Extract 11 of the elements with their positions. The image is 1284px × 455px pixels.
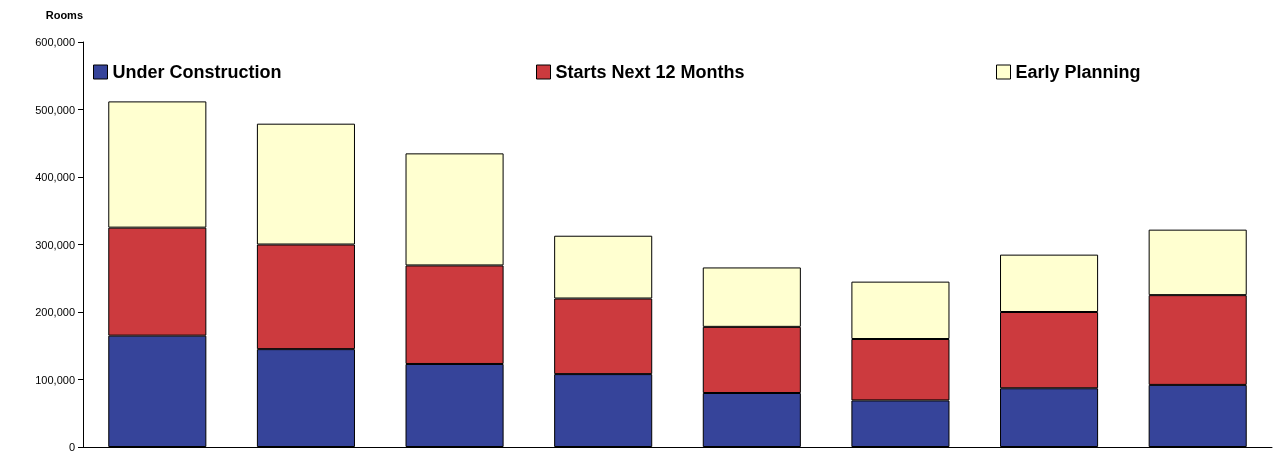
y-tick-label: 200,000 bbox=[35, 306, 75, 318]
y-tick-label: 100,000 bbox=[35, 373, 75, 386]
y-tick-label: 0 bbox=[68, 441, 75, 453]
legend-label: Starts Next 12 Months bbox=[555, 62, 745, 82]
legend-label: Early Planning bbox=[1015, 62, 1141, 82]
y-tick-label: 600,000 bbox=[35, 36, 75, 48]
y-axis-title: Rooms bbox=[45, 8, 83, 21]
y-tick-label: 500,000 bbox=[35, 103, 75, 116]
y-tick-label: 300,000 bbox=[35, 238, 75, 251]
legend-label: Under Construction bbox=[112, 62, 282, 82]
y-tick-label: 400,000 bbox=[35, 171, 75, 183]
